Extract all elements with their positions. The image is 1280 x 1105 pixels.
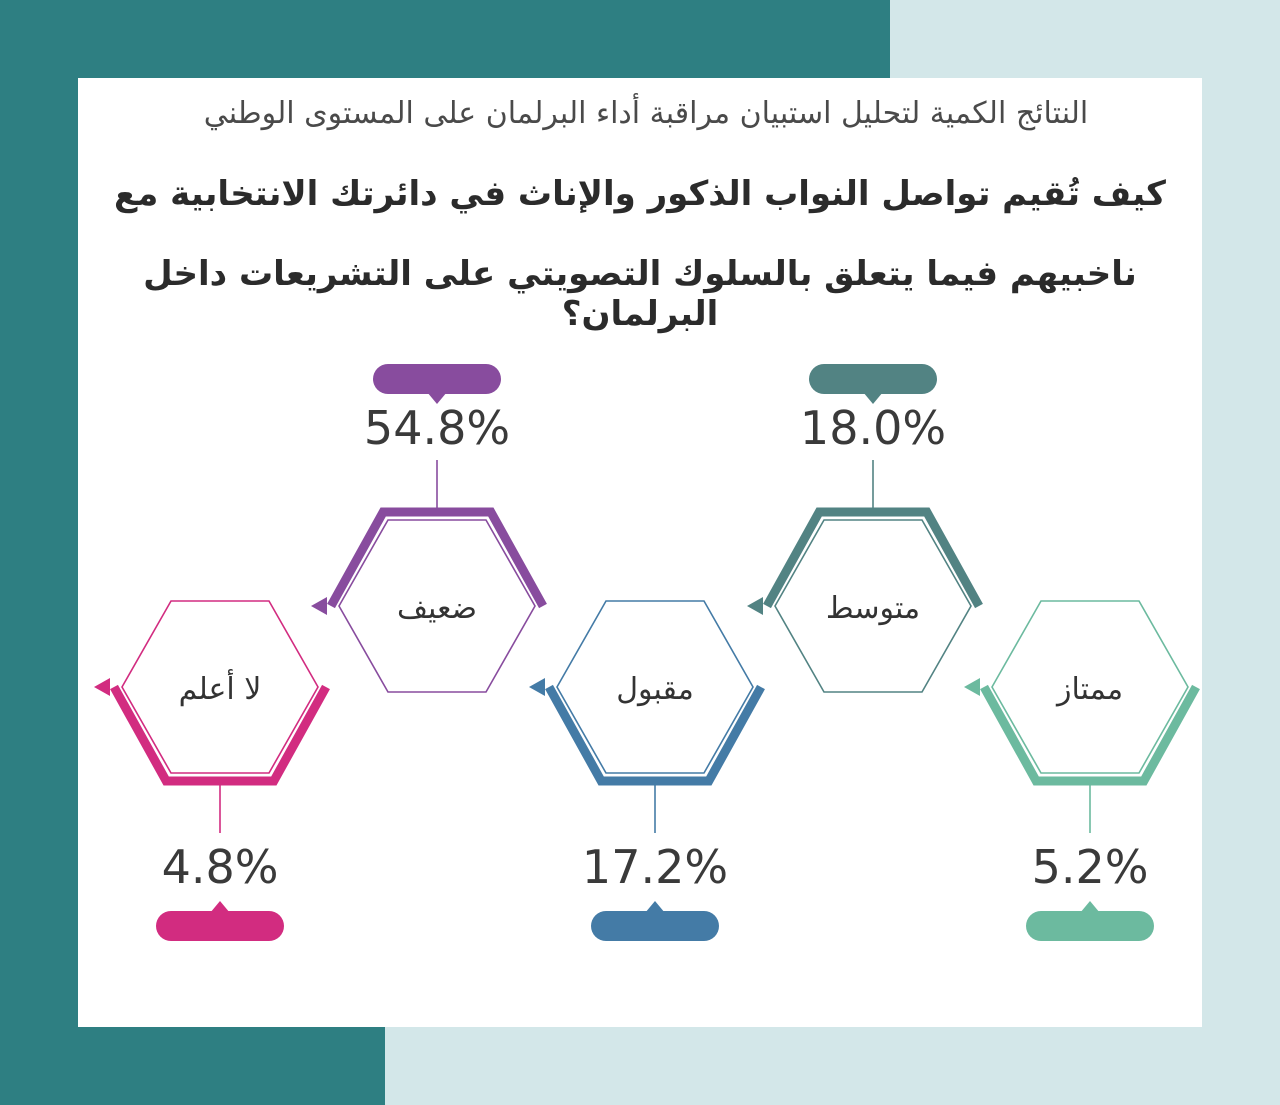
arrow-icon bbox=[311, 597, 327, 615]
value-label: 4.8% bbox=[162, 840, 279, 894]
arrow-icon bbox=[964, 678, 980, 696]
category-label: ممتاز bbox=[1055, 672, 1123, 707]
value-label: 5.2% bbox=[1032, 840, 1149, 894]
rating-group: لا أعلم 4.8% bbox=[94, 600, 330, 941]
value-tag-pointer bbox=[1080, 901, 1100, 913]
hexagon-outline bbox=[991, 600, 1189, 774]
arrow-icon bbox=[529, 678, 545, 696]
value-tag-pill bbox=[591, 911, 719, 941]
value-tag-pointer bbox=[427, 392, 447, 404]
value-label: 17.2% bbox=[582, 840, 728, 894]
background-band-top bbox=[0, 0, 890, 78]
value-tag-pointer bbox=[210, 901, 230, 913]
category-label: لا أعلم bbox=[179, 668, 262, 707]
arrow-icon bbox=[747, 597, 763, 615]
survey-subtitle: النتائج الكمية لتحليل استبيان مراقبة أدا… bbox=[203, 96, 1089, 131]
value-label: 18.0% bbox=[800, 401, 946, 455]
hexagon-accent-stroke bbox=[763, 507, 983, 609]
arrow-icon bbox=[94, 678, 110, 696]
rating-group: ممتاز 5.2% bbox=[964, 600, 1200, 941]
rating-group: مقبول 17.2% bbox=[529, 600, 765, 941]
category-label: متوسط bbox=[826, 591, 920, 626]
value-tag-pill bbox=[1026, 911, 1154, 941]
hexagon-outline bbox=[556, 600, 754, 774]
hexagon-accent-stroke bbox=[110, 684, 330, 786]
category-label: مقبول bbox=[616, 672, 694, 707]
value-label: 54.8% bbox=[364, 401, 510, 455]
hexagon-accent-stroke bbox=[327, 507, 547, 609]
background-band-left bbox=[0, 0, 78, 1105]
question-line-2: ناخبيهم فيما يتعلق بالسلوك التصويتي على … bbox=[143, 254, 1137, 334]
rating-group: متوسط 18.0% bbox=[747, 364, 983, 693]
value-tag-pointer bbox=[645, 901, 665, 913]
hexagon-outline bbox=[338, 519, 536, 693]
value-tag-pill bbox=[373, 364, 501, 394]
category-label: ضعيف bbox=[397, 591, 477, 626]
value-tag-pill bbox=[809, 364, 937, 394]
value-tag-pointer bbox=[863, 392, 883, 404]
infographic-card: النتائج الكمية لتحليل استبيان مراقبة أدا… bbox=[78, 78, 1202, 1027]
hexagon-outline bbox=[121, 600, 319, 774]
rating-group: ضعيف 54.8% bbox=[311, 364, 547, 693]
question-line-1: كيف تُقيم تواصل النواب الذكور والإناث في… bbox=[114, 174, 1166, 214]
hexagon-outline bbox=[774, 519, 972, 693]
value-tag-pill bbox=[156, 911, 284, 941]
hexagon-accent-stroke bbox=[545, 684, 765, 786]
background-band-bottom bbox=[0, 1027, 385, 1105]
hexagon-accent-stroke bbox=[980, 684, 1200, 786]
